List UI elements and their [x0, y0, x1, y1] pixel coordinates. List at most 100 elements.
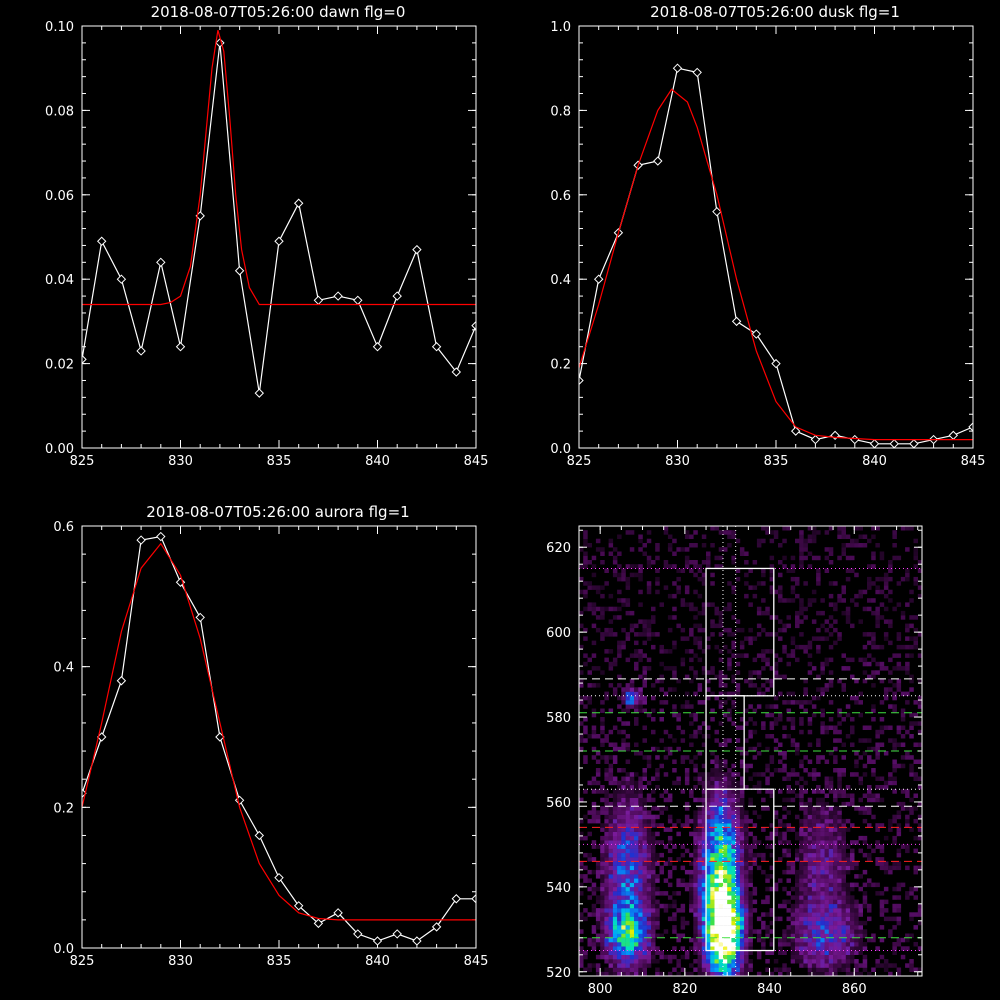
spectrogram-cell: [621, 848, 626, 854]
spectrogram-cell: [634, 623, 639, 629]
spectrogram-cell: [591, 610, 597, 616]
spectrogram-cell: [816, 772, 821, 777]
spectrogram-cell: [689, 734, 694, 739]
spectrogram-cell: [642, 831, 647, 837]
spectrogram-cell: [723, 865, 728, 871]
spectrogram-cell: [600, 916, 605, 922]
spectrogram-cell: [629, 691, 635, 697]
spectrogram-cell: [756, 814, 762, 820]
spectrogram-cell: [828, 670, 834, 675]
spectrogram-cell: [600, 810, 605, 815]
spectrogram-cell: [905, 661, 910, 667]
dawn-xtick-label: 835: [267, 454, 292, 469]
spectrogram-cell: [642, 874, 647, 879]
spectrogram-cell: [862, 670, 868, 675]
spectrogram-cell: [693, 886, 698, 892]
spectrogram-cell: [888, 670, 893, 675]
spectrogram-cell: [701, 942, 707, 947]
spectrogram-cell: [909, 891, 914, 896]
aurora-xtick-label: 830: [168, 954, 193, 969]
spectrogram-cell: [816, 865, 821, 871]
spectrogram-cell: [833, 852, 838, 858]
spectrogram-cell: [642, 619, 647, 624]
spectrogram-cell: [689, 852, 694, 858]
dawn-ytick-label: 0.10: [45, 20, 74, 35]
spectrogram-cell: [790, 916, 796, 922]
spectrogram-cell: [701, 908, 707, 913]
spectrogram-cell: [625, 950, 631, 955]
spectrogram-cell: [731, 797, 736, 803]
spectrogram-cell: [807, 963, 813, 968]
spectrogram-cell: [608, 810, 614, 815]
spectrogram-cell: [727, 942, 732, 947]
spectrogram-cell: [634, 810, 639, 815]
spectrogram-cell: [748, 670, 753, 675]
spectrogram-cell: [612, 831, 618, 837]
spectrogram-cell: [697, 954, 703, 960]
spectrogram-cell: [811, 772, 817, 777]
spectrogram-cell: [761, 920, 766, 926]
spectrogram-cell: [917, 827, 923, 832]
spectrogram-cell: [659, 687, 664, 692]
spectrogram-cell: [710, 929, 715, 934]
spectrogram-cell: [642, 899, 647, 905]
spectrogram-cell: [579, 954, 584, 960]
spectrogram-cell: [816, 801, 821, 807]
spectrogram-cell: [913, 835, 918, 841]
spectrogram-cell: [888, 687, 893, 692]
spectrogram-cell: [731, 959, 736, 964]
spectrogram-cell: [646, 886, 652, 892]
spectrogram-cell: [723, 933, 728, 938]
spectrogram-cell: [723, 857, 728, 862]
spectrogram-cell: [629, 852, 635, 858]
spectrogram-cell: [803, 538, 808, 544]
spectrogram-cell: [917, 593, 923, 599]
spectrogram-cell: [905, 602, 910, 607]
spectrogram-cell: [621, 959, 626, 964]
spectrogram-cell: [718, 649, 724, 654]
spectrogram-cell: [612, 827, 618, 832]
spectrogram-cell: [583, 589, 588, 595]
spectrogram-cell: [608, 755, 614, 760]
spectrogram-cell: [697, 623, 703, 629]
spectrogram-cell: [718, 946, 724, 951]
spectrogram-cell: [600, 670, 605, 675]
spectrogram-cell: [727, 852, 732, 858]
spectrogram-cell: [799, 908, 804, 913]
spectrogram-cell: [621, 644, 626, 650]
spectrogram-cell: [642, 929, 647, 934]
spectrogram-cell: [816, 568, 821, 573]
spectrogram-cell: [659, 933, 664, 938]
spectrogram-cell: [739, 801, 745, 807]
spectrogram-cell: [625, 971, 631, 977]
spectrogram-cell: [621, 971, 626, 977]
spectrogram-cell: [913, 742, 918, 747]
spectrogram-cell: [871, 564, 876, 569]
spectrogram-cell: [799, 538, 804, 544]
spectrogram-cell: [858, 776, 863, 781]
spectrogram-cell: [795, 908, 800, 913]
spectrogram-cell: [905, 653, 910, 658]
spectrogram-cell: [900, 708, 906, 713]
spectrogram-cell: [799, 776, 804, 781]
spectrogram-cell: [820, 933, 825, 938]
spectrogram-cell: [850, 899, 855, 905]
spectrogram-cell: [680, 759, 686, 764]
spectrogram-cell: [816, 742, 821, 747]
spectrogram-cell: [646, 755, 652, 760]
spectrogram-cell: [600, 632, 605, 637]
spectrogram-cell: [756, 840, 762, 845]
spectrogram-cell: [638, 704, 643, 709]
spectrogram-cell: [617, 827, 622, 832]
spectrogram-cell: [706, 878, 711, 883]
spectrogram-cell: [883, 666, 889, 671]
spectrogram-cell: [608, 827, 614, 832]
spectrogram-cell: [803, 818, 808, 824]
spectrogram-cell: [625, 895, 631, 900]
spectrogram-cell: [625, 878, 631, 883]
dusk-xtick-label: 835: [764, 454, 789, 469]
spectrogram-cell: [579, 610, 584, 616]
spectrogram-cell: [748, 627, 753, 633]
spectrogram-cell: [833, 848, 838, 854]
spectrogram-cell: [684, 547, 690, 552]
